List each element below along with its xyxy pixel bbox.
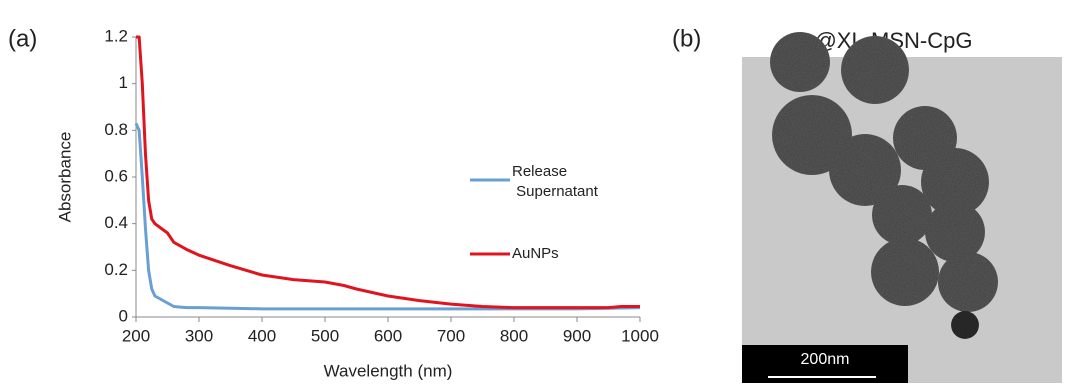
y-tick-label: 0.8 — [104, 120, 128, 139]
legend-label: AuNPs — [512, 245, 559, 262]
y-tick-label: 1 — [119, 73, 128, 92]
x-tick-label: 300 — [185, 326, 213, 345]
x-axis-title: Wavelength (nm) — [324, 361, 453, 380]
y-tick-label: 1.2 — [104, 26, 128, 45]
series-line — [136, 35, 640, 310]
x-tick-label: 600 — [374, 326, 402, 345]
y-axis-title: Absorbance — [55, 132, 74, 223]
panel-label: (b) — [672, 25, 701, 52]
x-tick-label: 200 — [122, 326, 150, 345]
particles — [770, 32, 998, 339]
x-tick-label: 500 — [311, 326, 339, 345]
tem-image: 200nm — [742, 32, 1062, 383]
series-line — [134, 122, 641, 311]
panel-label: (a) — [8, 25, 37, 52]
y-tick-label: 0.6 — [104, 166, 128, 185]
x-tick-label: 1000 — [621, 326, 659, 345]
y-tick-label: 0.2 — [104, 260, 128, 279]
x-tick-label: 800 — [500, 326, 528, 345]
y-tick-label: 0 — [119, 306, 128, 325]
x-tick-label: 900 — [563, 326, 591, 345]
x-tick-label: 700 — [437, 326, 465, 345]
plot-area: 0 0.2 0.4 0.6 0.8 1 1.2 200 300 400 500 600 700 800 90… — [104, 26, 659, 345]
x-tick-label: 400 — [248, 326, 276, 345]
scale-bar-label: 200nm — [801, 351, 850, 368]
legend-label: Release Supernatant — [512, 163, 599, 200]
y-tick-label: 0.4 — [104, 213, 128, 232]
